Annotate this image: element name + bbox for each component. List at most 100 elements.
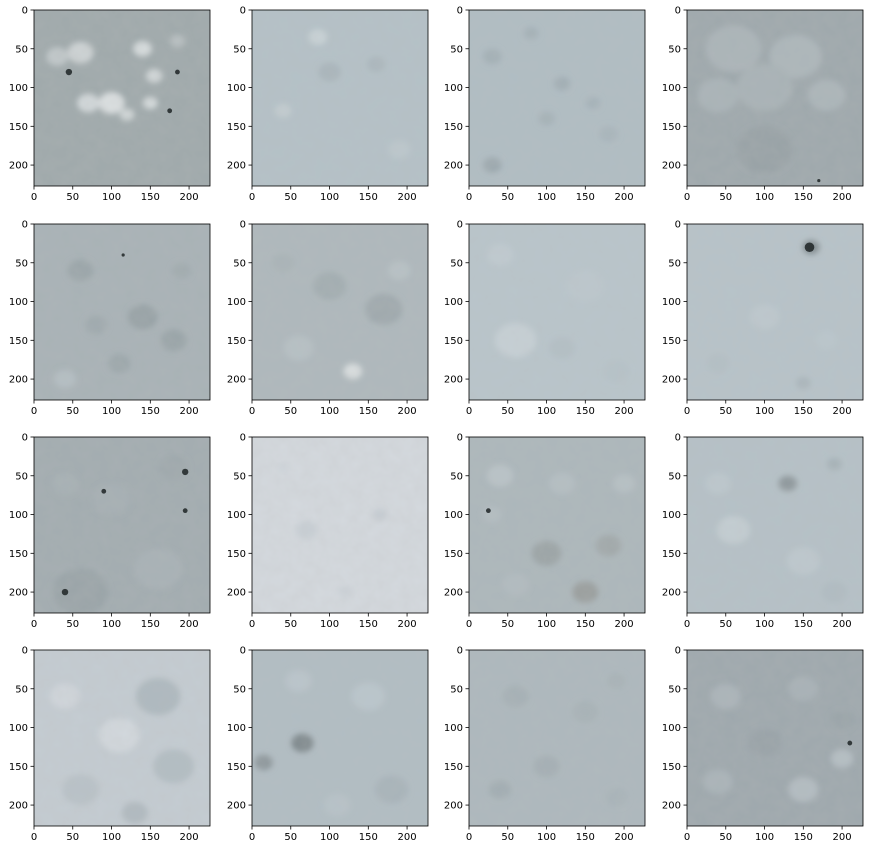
x-tick-label: 200 bbox=[833, 406, 852, 417]
y-tick-label: 50 bbox=[15, 44, 28, 55]
y-tick-label: 0 bbox=[457, 646, 463, 657]
y-tick-label: 0 bbox=[675, 220, 681, 231]
dark-speck bbox=[847, 741, 852, 746]
x-tick-label: 100 bbox=[755, 406, 774, 417]
x-tick-label: 150 bbox=[359, 406, 378, 417]
y-tick-label: 150 bbox=[9, 122, 28, 133]
texture-noise bbox=[469, 437, 645, 613]
y-tick-label: 200 bbox=[9, 801, 28, 812]
x-tick-label: 200 bbox=[398, 406, 417, 417]
x-tick-label: 150 bbox=[141, 406, 160, 417]
y-tick-label: 150 bbox=[444, 762, 463, 773]
y-tick-label: 150 bbox=[662, 762, 681, 773]
x-tick-label: 50 bbox=[501, 192, 514, 203]
y-tick-label: 50 bbox=[233, 44, 246, 55]
y-tick-label: 200 bbox=[662, 161, 681, 172]
x-tick-label: 150 bbox=[141, 832, 160, 843]
y-tick-label: 150 bbox=[227, 762, 246, 773]
y-tick-label: 50 bbox=[233, 258, 246, 269]
image-panel: 0 50 100 150 200 0 50 100 150 200 bbox=[662, 6, 863, 204]
texture-noise bbox=[687, 10, 863, 186]
image-panel: 0 50 100 150 200 0 50 100 150 200 bbox=[9, 6, 210, 204]
x-tick-label: 100 bbox=[537, 832, 556, 843]
x-tick-label: 150 bbox=[576, 619, 595, 630]
x-tick-label: 100 bbox=[102, 192, 121, 203]
texture-noise bbox=[252, 10, 428, 186]
x-tick-label: 100 bbox=[537, 619, 556, 630]
y-tick-label: 50 bbox=[668, 471, 681, 482]
y-tick-label: 0 bbox=[22, 220, 28, 231]
y-tick-label: 200 bbox=[9, 588, 28, 599]
dark-speck bbox=[101, 489, 106, 494]
y-tick-label: 200 bbox=[444, 161, 463, 172]
y-tick-label: 100 bbox=[9, 83, 28, 94]
x-tick-label: 50 bbox=[501, 832, 514, 843]
y-tick-label: 150 bbox=[662, 336, 681, 347]
x-tick-label: 100 bbox=[755, 619, 774, 630]
x-tick-label: 100 bbox=[102, 406, 121, 417]
dark-speck bbox=[167, 108, 172, 113]
x-tick-label: 50 bbox=[284, 619, 297, 630]
y-tick-label: 50 bbox=[450, 684, 463, 695]
x-tick-label: 50 bbox=[719, 619, 732, 630]
x-tick-label: 100 bbox=[320, 619, 339, 630]
x-tick-label: 100 bbox=[320, 192, 339, 203]
y-tick-label: 0 bbox=[675, 6, 681, 17]
y-tick-label: 50 bbox=[668, 258, 681, 269]
x-tick-label: 200 bbox=[180, 192, 199, 203]
y-tick-label: 150 bbox=[227, 122, 246, 133]
x-tick-label: 0 bbox=[249, 406, 255, 417]
dark-speck bbox=[122, 253, 125, 256]
x-tick-label: 150 bbox=[576, 192, 595, 203]
y-tick-label: 50 bbox=[450, 258, 463, 269]
x-tick-label: 0 bbox=[249, 192, 255, 203]
y-tick-label: 150 bbox=[662, 549, 681, 560]
y-tick-label: 0 bbox=[675, 433, 681, 444]
y-tick-label: 150 bbox=[444, 549, 463, 560]
x-tick-label: 50 bbox=[284, 406, 297, 417]
y-tick-label: 100 bbox=[444, 510, 463, 521]
x-tick-label: 50 bbox=[501, 619, 514, 630]
y-tick-label: 0 bbox=[457, 220, 463, 231]
texture-noise bbox=[687, 224, 863, 400]
y-tick-label: 0 bbox=[240, 6, 246, 17]
y-tick-label: 0 bbox=[240, 433, 246, 444]
x-tick-label: 200 bbox=[180, 619, 199, 630]
y-tick-label: 200 bbox=[227, 588, 246, 599]
image-panel: 0 50 100 150 200 0 50 100 150 200 bbox=[444, 646, 645, 844]
texture-noise bbox=[34, 224, 210, 400]
y-tick-label: 50 bbox=[450, 471, 463, 482]
y-tick-label: 200 bbox=[9, 375, 28, 386]
x-tick-label: 200 bbox=[615, 406, 634, 417]
texture-noise bbox=[469, 10, 645, 186]
y-tick-label: 200 bbox=[662, 801, 681, 812]
image-panel: 0 50 100 150 200 0 50 100 150 200 bbox=[444, 433, 645, 631]
y-tick-label: 150 bbox=[227, 336, 246, 347]
y-tick-label: 200 bbox=[9, 161, 28, 172]
image-panel: 0 50 100 150 200 0 50 100 150 200 bbox=[227, 433, 428, 631]
y-tick-label: 100 bbox=[444, 297, 463, 308]
y-tick-label: 0 bbox=[22, 6, 28, 17]
x-tick-label: 150 bbox=[141, 192, 160, 203]
y-tick-label: 100 bbox=[662, 510, 681, 521]
texture-noise bbox=[687, 437, 863, 613]
x-tick-label: 200 bbox=[398, 832, 417, 843]
y-tick-label: 200 bbox=[662, 375, 681, 386]
x-tick-label: 150 bbox=[576, 832, 595, 843]
y-tick-label: 0 bbox=[22, 646, 28, 657]
y-tick-label: 100 bbox=[227, 83, 246, 94]
y-tick-label: 0 bbox=[457, 433, 463, 444]
x-tick-label: 150 bbox=[576, 406, 595, 417]
x-tick-label: 150 bbox=[359, 619, 378, 630]
x-tick-label: 0 bbox=[249, 832, 255, 843]
x-tick-label: 200 bbox=[180, 832, 199, 843]
x-tick-label: 200 bbox=[398, 619, 417, 630]
texture-noise bbox=[469, 650, 645, 826]
y-tick-label: 200 bbox=[444, 801, 463, 812]
y-tick-label: 50 bbox=[450, 44, 463, 55]
y-tick-label: 100 bbox=[662, 297, 681, 308]
x-tick-label: 200 bbox=[180, 406, 199, 417]
x-tick-label: 150 bbox=[794, 406, 813, 417]
y-tick-label: 50 bbox=[233, 684, 246, 695]
x-tick-label: 150 bbox=[794, 619, 813, 630]
